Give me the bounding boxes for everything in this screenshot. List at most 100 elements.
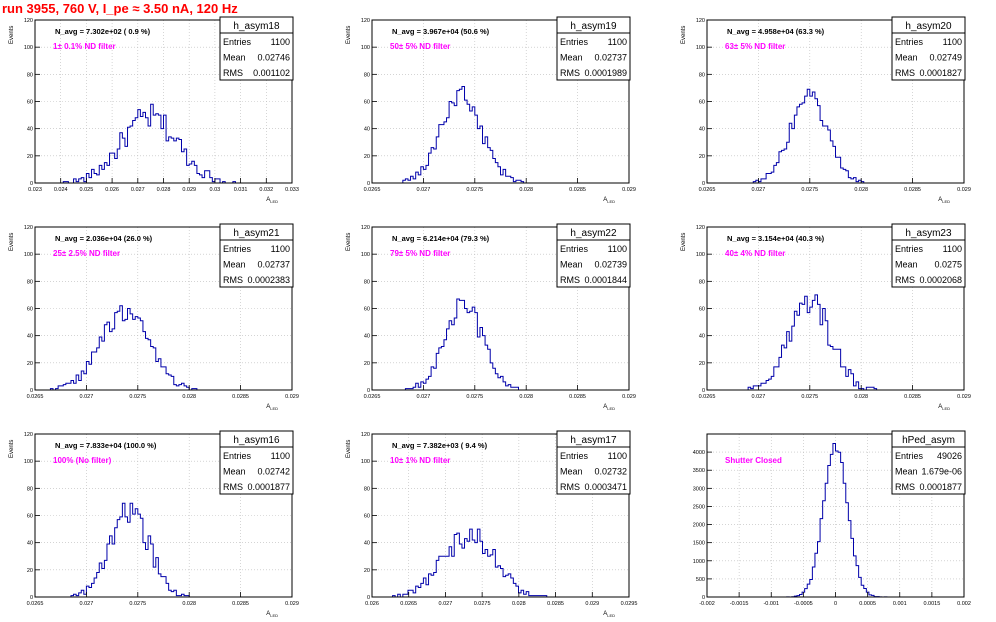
histogram-line [707, 294, 964, 391]
stats-value: 1100 [271, 244, 290, 254]
navg-label: N_avg = 7.833e+04 (100.0 %) [55, 441, 157, 450]
x-tick-label: 0.026 [365, 601, 379, 607]
x-tick-label: 0.029 [585, 601, 599, 607]
x-tick-label: 0.0285 [569, 394, 586, 400]
histogram-line [372, 528, 629, 598]
x-axis-title: ALED [266, 197, 278, 204]
y-tick-label: 40 [699, 334, 705, 340]
x-tick-label: 0.0265 [699, 394, 716, 400]
stats-key: Mean [895, 260, 918, 270]
x-tick-label: 0.028 [182, 394, 196, 400]
stats-value: 0.02749 [929, 53, 962, 63]
page-title: run 3955, 760 V, I_pe ≈ 3.50 nA, 120 Hz [2, 1, 238, 16]
y-tick-label: 0 [702, 388, 705, 394]
stats-value: 0.0001877 [919, 482, 962, 492]
histogram-name: h_asym18 [233, 21, 280, 32]
stats-value: 0.0002383 [247, 275, 290, 285]
stats-key: Entries [223, 244, 252, 254]
stats-key: Entries [560, 451, 589, 461]
stats-value: 0.0002068 [919, 275, 962, 285]
y-tick-label: 500 [696, 577, 705, 583]
filter-label: 79± 5% ND filter [390, 249, 450, 258]
x-axis-title: ALED [938, 404, 950, 411]
y-axis-title: Events [9, 233, 15, 251]
x-tick-label: 0.028 [519, 394, 533, 400]
stats-value: 0.02746 [257, 53, 290, 63]
stats-key: RMS [223, 68, 243, 78]
stats-value: 1100 [271, 37, 290, 47]
x-tick-label: 0.0275 [801, 394, 818, 400]
stats-box [556, 16, 631, 81]
x-tick-label: 0.0285 [232, 601, 249, 607]
y-tick-label: 60 [27, 307, 33, 313]
y-tick-label: 40 [27, 334, 33, 340]
stats-key: Mean [560, 260, 583, 270]
histogram-panel-h_asym17: 0.026 0.0265 0.027 0.0275 0.028 0.0285 0.029 0.… [346, 430, 638, 618]
x-tick-label: 0.029 [182, 187, 196, 193]
y-tick-label: 60 [27, 514, 33, 520]
stats-key: Mean [223, 53, 246, 63]
x-tick-label: 0.027 [439, 601, 453, 607]
y-tick-label: 0 [30, 595, 33, 601]
y-tick-label: 40 [364, 541, 370, 547]
y-tick-label: 20 [364, 568, 370, 574]
y-tick-label: 0 [367, 181, 370, 187]
x-tick-label: 0.0015 [923, 601, 940, 607]
x-tick-label: 0.03 [210, 187, 221, 193]
y-tick-label: 80 [364, 279, 370, 285]
x-tick-label: 0.029 [285, 394, 299, 400]
y-tick-label: 2500 [693, 504, 705, 510]
stats-box [219, 223, 294, 288]
stats-box [891, 16, 966, 81]
stats-key: Mean [223, 260, 246, 270]
x-tick-label: 0.026 [105, 187, 119, 193]
y-tick-label: 40 [27, 541, 33, 547]
histogram-panel-hPed_asym: -0.002 -0.0015 -0.001 -0.0005 0 0.0005 0.001 0.… [693, 430, 971, 607]
stats-value: 0.0001989 [584, 68, 627, 78]
y-tick-label: 40 [364, 334, 370, 340]
y-tick-label: 20 [27, 568, 33, 574]
stats-value: 0.0001877 [247, 482, 290, 492]
x-tick-label: 0.031 [234, 187, 248, 193]
stats-key: Mean [895, 467, 918, 477]
x-tick-label: -0.0005 [794, 601, 813, 607]
x-tick-label: 0.029 [285, 601, 299, 607]
stats-value: 0.02737 [257, 260, 290, 270]
y-tick-label: 0 [702, 181, 705, 187]
stats-value: 1100 [943, 244, 962, 254]
y-tick-label: 0 [367, 388, 370, 394]
stats-box [556, 430, 631, 495]
x-tick-label: 0.0285 [232, 394, 249, 400]
x-tick-label: 0.0275 [466, 187, 483, 193]
x-tick-label: 0.028 [854, 394, 868, 400]
filter-label: 100% (No filter) [53, 456, 112, 465]
y-tick-label: 60 [699, 100, 705, 106]
histogram-name: h_asym22 [570, 228, 617, 239]
x-tick-label: 0.024 [54, 187, 68, 193]
stats-value: 0.02732 [594, 467, 627, 477]
x-tick-label: 0.027 [752, 394, 766, 400]
y-tick-label: 1500 [693, 541, 705, 547]
navg-label: N_avg = 7.382e+03 ( 9.4 %) [392, 441, 488, 450]
stats-key: Entries [223, 451, 252, 461]
y-tick-label: 80 [699, 72, 705, 78]
stats-key: Entries [560, 244, 589, 254]
y-tick-label: 120 [24, 225, 33, 231]
y-tick-label: 100 [361, 459, 370, 465]
histogram-name: h_asym20 [905, 21, 952, 32]
histogram-panel-h_asym19: 0.0265 0.027 0.0275 0.028 0.0285 0.029 0 20 40 60… [346, 16, 636, 204]
x-tick-label: 0.028 [182, 601, 196, 607]
x-axis-title: ALED [603, 404, 615, 411]
y-tick-label: 100 [24, 252, 33, 258]
y-tick-label: 20 [27, 361, 33, 367]
stats-value: 0.02742 [257, 467, 290, 477]
y-tick-label: 60 [699, 307, 705, 313]
x-tick-label: 0.027 [80, 601, 94, 607]
navg-label: N_avg = 4.958e+04 (63.3 %) [727, 27, 825, 36]
stats-box [556, 223, 631, 288]
histogram-line [35, 502, 292, 598]
stats-key: Entries [223, 37, 252, 47]
x-tick-label: 0.0295 [621, 601, 638, 607]
stats-value: 0.001102 [253, 68, 290, 78]
